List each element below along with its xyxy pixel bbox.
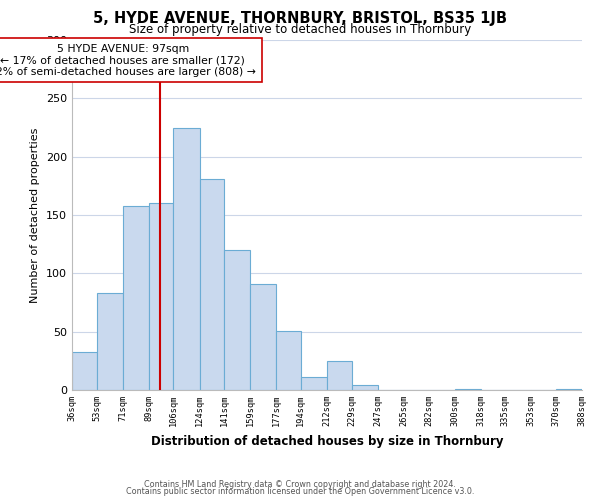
Text: 5, HYDE AVENUE, THORNBURY, BRISTOL, BS35 1JB: 5, HYDE AVENUE, THORNBURY, BRISTOL, BS35… — [93, 11, 507, 26]
Text: Contains HM Land Registry data © Crown copyright and database right 2024.: Contains HM Land Registry data © Crown c… — [144, 480, 456, 489]
Text: Contains public sector information licensed under the Open Government Licence v3: Contains public sector information licen… — [126, 487, 474, 496]
Text: 5 HYDE AVENUE: 97sqm
← 17% of detached houses are smaller (172)
82% of semi-deta: 5 HYDE AVENUE: 97sqm ← 17% of detached h… — [0, 44, 256, 76]
Bar — [72, 352, 97, 390]
Bar — [301, 377, 327, 390]
X-axis label: Distribution of detached houses by size in Thornbury: Distribution of detached houses by size … — [151, 434, 503, 448]
Bar — [455, 389, 481, 390]
Bar — [149, 204, 173, 390]
Bar — [123, 206, 149, 390]
Text: Size of property relative to detached houses in Thornbury: Size of property relative to detached ho… — [129, 22, 471, 36]
Bar — [200, 179, 224, 390]
Bar — [556, 389, 582, 390]
Bar — [352, 386, 378, 390]
Bar — [224, 250, 250, 390]
Bar — [173, 128, 200, 390]
Y-axis label: Number of detached properties: Number of detached properties — [31, 128, 40, 302]
Bar — [97, 293, 123, 390]
Bar — [250, 284, 276, 390]
Bar — [276, 330, 301, 390]
Bar — [327, 361, 352, 390]
